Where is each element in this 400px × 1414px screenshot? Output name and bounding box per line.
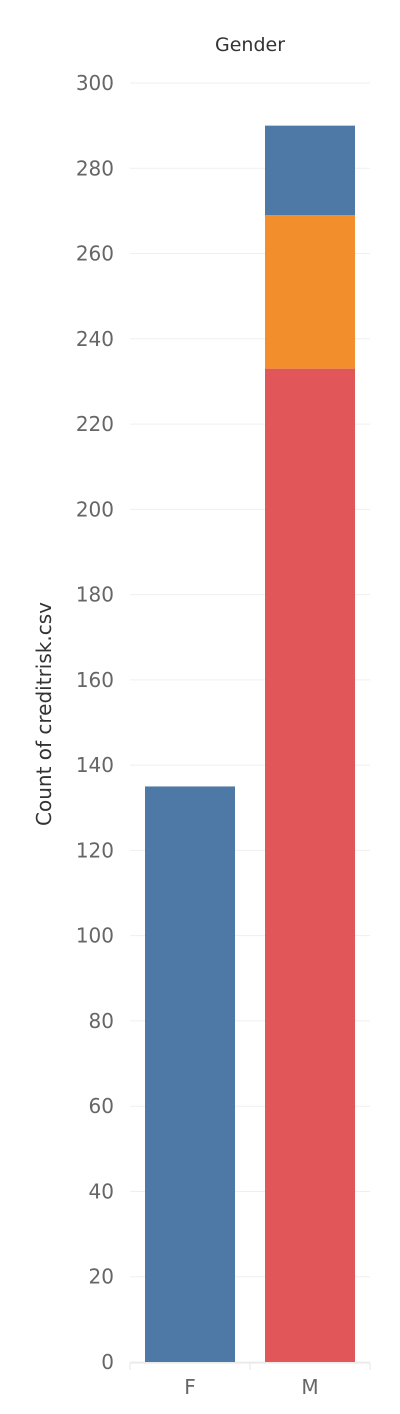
y-tick-label: 260 bbox=[76, 242, 114, 266]
y-tick-label: 160 bbox=[76, 668, 114, 692]
y-tick-label: 220 bbox=[76, 412, 114, 436]
y-tick-label: 120 bbox=[76, 838, 114, 862]
bars bbox=[145, 125, 355, 1363]
bar-M-segment-0[interactable] bbox=[265, 368, 355, 1363]
y-tick-label: 100 bbox=[76, 924, 114, 948]
y-tick-label: 60 bbox=[89, 1094, 114, 1118]
y-tick-label: 280 bbox=[76, 156, 114, 180]
y-tick-label: 20 bbox=[89, 1265, 114, 1289]
y-tick-label: 0 bbox=[101, 1350, 114, 1374]
y-axis-title: Count of creditrisk.csv bbox=[32, 602, 56, 826]
bar-M-segment-1[interactable] bbox=[265, 215, 355, 369]
bar-M-segment-2[interactable] bbox=[265, 125, 355, 216]
column-header: Gender bbox=[215, 34, 285, 56]
y-tick-label: 200 bbox=[76, 497, 114, 521]
y-tick-label: 240 bbox=[76, 327, 114, 351]
y-axis-ticks: 0 20 40 60 80 100 120 140 160 180 200 220 240 260 280 3… bbox=[76, 71, 114, 1374]
y-tick-label: 180 bbox=[76, 583, 114, 607]
y-tick-label: 140 bbox=[76, 753, 114, 777]
x-category-label: F bbox=[184, 1375, 196, 1399]
bar-F-segment-2[interactable] bbox=[145, 786, 235, 1362]
y-tick-label: 40 bbox=[89, 1179, 114, 1203]
x-category-label: M bbox=[301, 1375, 318, 1399]
y-tick-label: 80 bbox=[89, 1009, 114, 1033]
y-tick-label: 300 bbox=[76, 71, 114, 95]
